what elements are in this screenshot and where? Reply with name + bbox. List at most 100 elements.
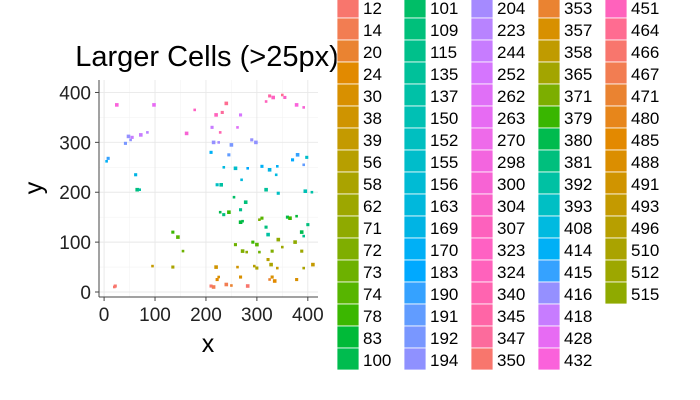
- legend-key: [336, 61, 360, 85]
- legend-label: 350: [497, 351, 525, 370]
- data-point: [295, 278, 299, 282]
- legend-key: [537, 215, 561, 239]
- legend-key: [403, 39, 427, 63]
- y-tick-label: 0: [80, 283, 91, 304]
- legend-label: 204: [497, 0, 525, 18]
- data-point: [264, 225, 268, 229]
- legend-key: [403, 0, 427, 19]
- legend-key: [604, 0, 628, 19]
- legend-label: 115: [430, 43, 457, 62]
- legend-label: 345: [497, 307, 525, 326]
- data-point: [217, 141, 220, 144]
- data-point: [232, 195, 236, 199]
- data-point: [302, 266, 305, 270]
- legend-label: 262: [497, 87, 525, 106]
- legend-key: [336, 281, 360, 305]
- legend-label: 169: [430, 219, 458, 238]
- legend-key: [470, 149, 494, 173]
- data-point: [233, 243, 237, 247]
- legend-label: 101: [430, 0, 458, 18]
- legend-key: [403, 61, 427, 85]
- data-point: [171, 265, 175, 269]
- data-point: [210, 125, 214, 129]
- legend-key: [537, 39, 561, 63]
- legend-key: [537, 259, 561, 283]
- legend-label: 191: [430, 307, 458, 326]
- legend-label: 72: [363, 241, 382, 260]
- legend-label: 150: [430, 109, 458, 128]
- data-point: [264, 187, 268, 192]
- legend-key: [403, 325, 427, 349]
- data-point: [106, 156, 110, 160]
- data-point: [152, 103, 156, 107]
- legend-key: [537, 61, 561, 85]
- legend-label: 163: [430, 197, 458, 216]
- data-point: [222, 166, 226, 169]
- legend-label: 38: [363, 109, 382, 128]
- legend-key: [537, 171, 561, 195]
- data-point: [129, 138, 132, 142]
- legend-key: [470, 281, 494, 305]
- legend-key: [336, 237, 360, 261]
- legend-key: [470, 347, 494, 371]
- legend-label: 371: [564, 87, 592, 106]
- data-point: [302, 106, 305, 109]
- legend-label: 358: [564, 43, 592, 62]
- legend-label: 183: [430, 263, 458, 282]
- data-point: [253, 264, 256, 268]
- data-point: [260, 164, 264, 168]
- legend-label: 298: [497, 153, 525, 172]
- data-point: [268, 94, 272, 98]
- legend-key: [403, 347, 427, 371]
- data-point: [115, 103, 119, 107]
- data-point: [224, 101, 229, 106]
- legend-key: [537, 149, 561, 173]
- legend-label: 56: [363, 153, 382, 172]
- legend-key: [604, 171, 628, 195]
- data-point: [243, 200, 248, 204]
- legend-key: [470, 39, 494, 63]
- legend-label: 137: [430, 87, 458, 106]
- data-point: [227, 153, 231, 157]
- legend-key: [604, 83, 628, 107]
- axes: 0 100 200 300 400 0 100 200 300 400: [59, 80, 324, 326]
- legend-key: [537, 347, 561, 371]
- legend-label: 416: [564, 285, 592, 304]
- data-point: [241, 219, 244, 223]
- x-tick-label: 100: [139, 305, 171, 326]
- data-point: [267, 168, 272, 172]
- data-point: [240, 249, 245, 253]
- data-point: [245, 250, 248, 254]
- data-point: [138, 188, 141, 191]
- legend-key: [336, 149, 360, 173]
- legend-label: 39: [363, 131, 382, 150]
- legend-key: [403, 281, 427, 305]
- legend-key: [470, 215, 494, 239]
- legend-label: 155: [430, 153, 458, 172]
- x-tick-label: 300: [241, 305, 273, 326]
- legend-label: 304: [497, 197, 525, 216]
- legend-label: 365: [564, 65, 592, 84]
- legend-key: [336, 347, 360, 371]
- legend-label: 252: [497, 65, 525, 84]
- legend-label: 83: [363, 329, 382, 348]
- legend-label: 190: [430, 285, 458, 304]
- data-point: [134, 173, 138, 177]
- data-point: [268, 278, 271, 281]
- legend-label: 418: [564, 307, 592, 326]
- legend-label: 62: [363, 197, 382, 216]
- legend-key: [537, 0, 561, 19]
- legend-key: [336, 83, 360, 107]
- data-point: [211, 285, 216, 289]
- plot-area: [99, 80, 318, 297]
- data-point: [295, 214, 298, 218]
- data-point: [222, 213, 226, 217]
- data-point: [255, 266, 259, 270]
- legend-label: 392: [564, 175, 592, 194]
- y-tick-label: 100: [59, 233, 91, 254]
- y-tick-label: 400: [59, 83, 91, 104]
- data-point: [264, 100, 268, 103]
- legend-label: 485: [631, 131, 659, 150]
- legend-label: 471: [631, 87, 659, 106]
